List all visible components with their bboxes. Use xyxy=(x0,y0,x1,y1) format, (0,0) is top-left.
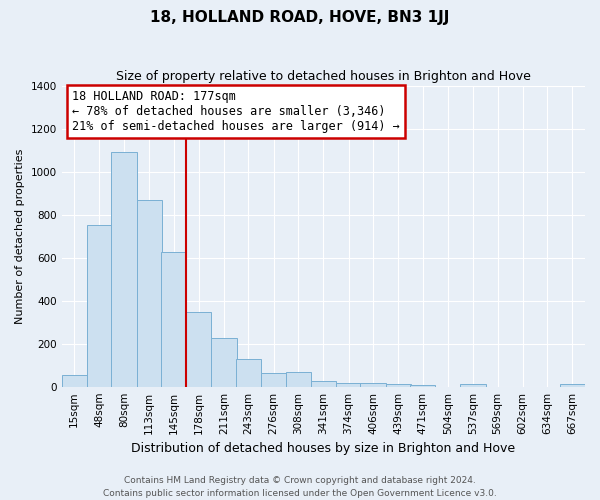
Bar xyxy=(87,226,112,386)
Bar xyxy=(361,384,386,386)
Bar xyxy=(311,382,336,386)
Text: Contains HM Land Registry data © Crown copyright and database right 2024.
Contai: Contains HM Land Registry data © Crown c… xyxy=(103,476,497,498)
Bar xyxy=(560,384,585,386)
Bar xyxy=(137,200,162,386)
Bar xyxy=(236,358,261,386)
Bar xyxy=(112,152,137,386)
Bar xyxy=(62,375,87,386)
Bar xyxy=(261,372,286,386)
Bar xyxy=(336,383,361,386)
Text: 18, HOLLAND ROAD, HOVE, BN3 1JJ: 18, HOLLAND ROAD, HOVE, BN3 1JJ xyxy=(151,10,449,25)
Text: 18 HOLLAND ROAD: 177sqm
← 78% of detached houses are smaller (3,346)
21% of semi: 18 HOLLAND ROAD: 177sqm ← 78% of detache… xyxy=(72,90,400,133)
Bar xyxy=(410,384,435,386)
Bar xyxy=(386,384,411,386)
Title: Size of property relative to detached houses in Brighton and Hove: Size of property relative to detached ho… xyxy=(116,70,531,83)
Bar xyxy=(211,338,236,386)
X-axis label: Distribution of detached houses by size in Brighton and Hove: Distribution of detached houses by size … xyxy=(131,442,515,455)
Bar xyxy=(161,252,186,386)
Y-axis label: Number of detached properties: Number of detached properties xyxy=(15,148,25,324)
Bar xyxy=(460,384,485,386)
Bar xyxy=(186,312,211,386)
Bar xyxy=(286,372,311,386)
